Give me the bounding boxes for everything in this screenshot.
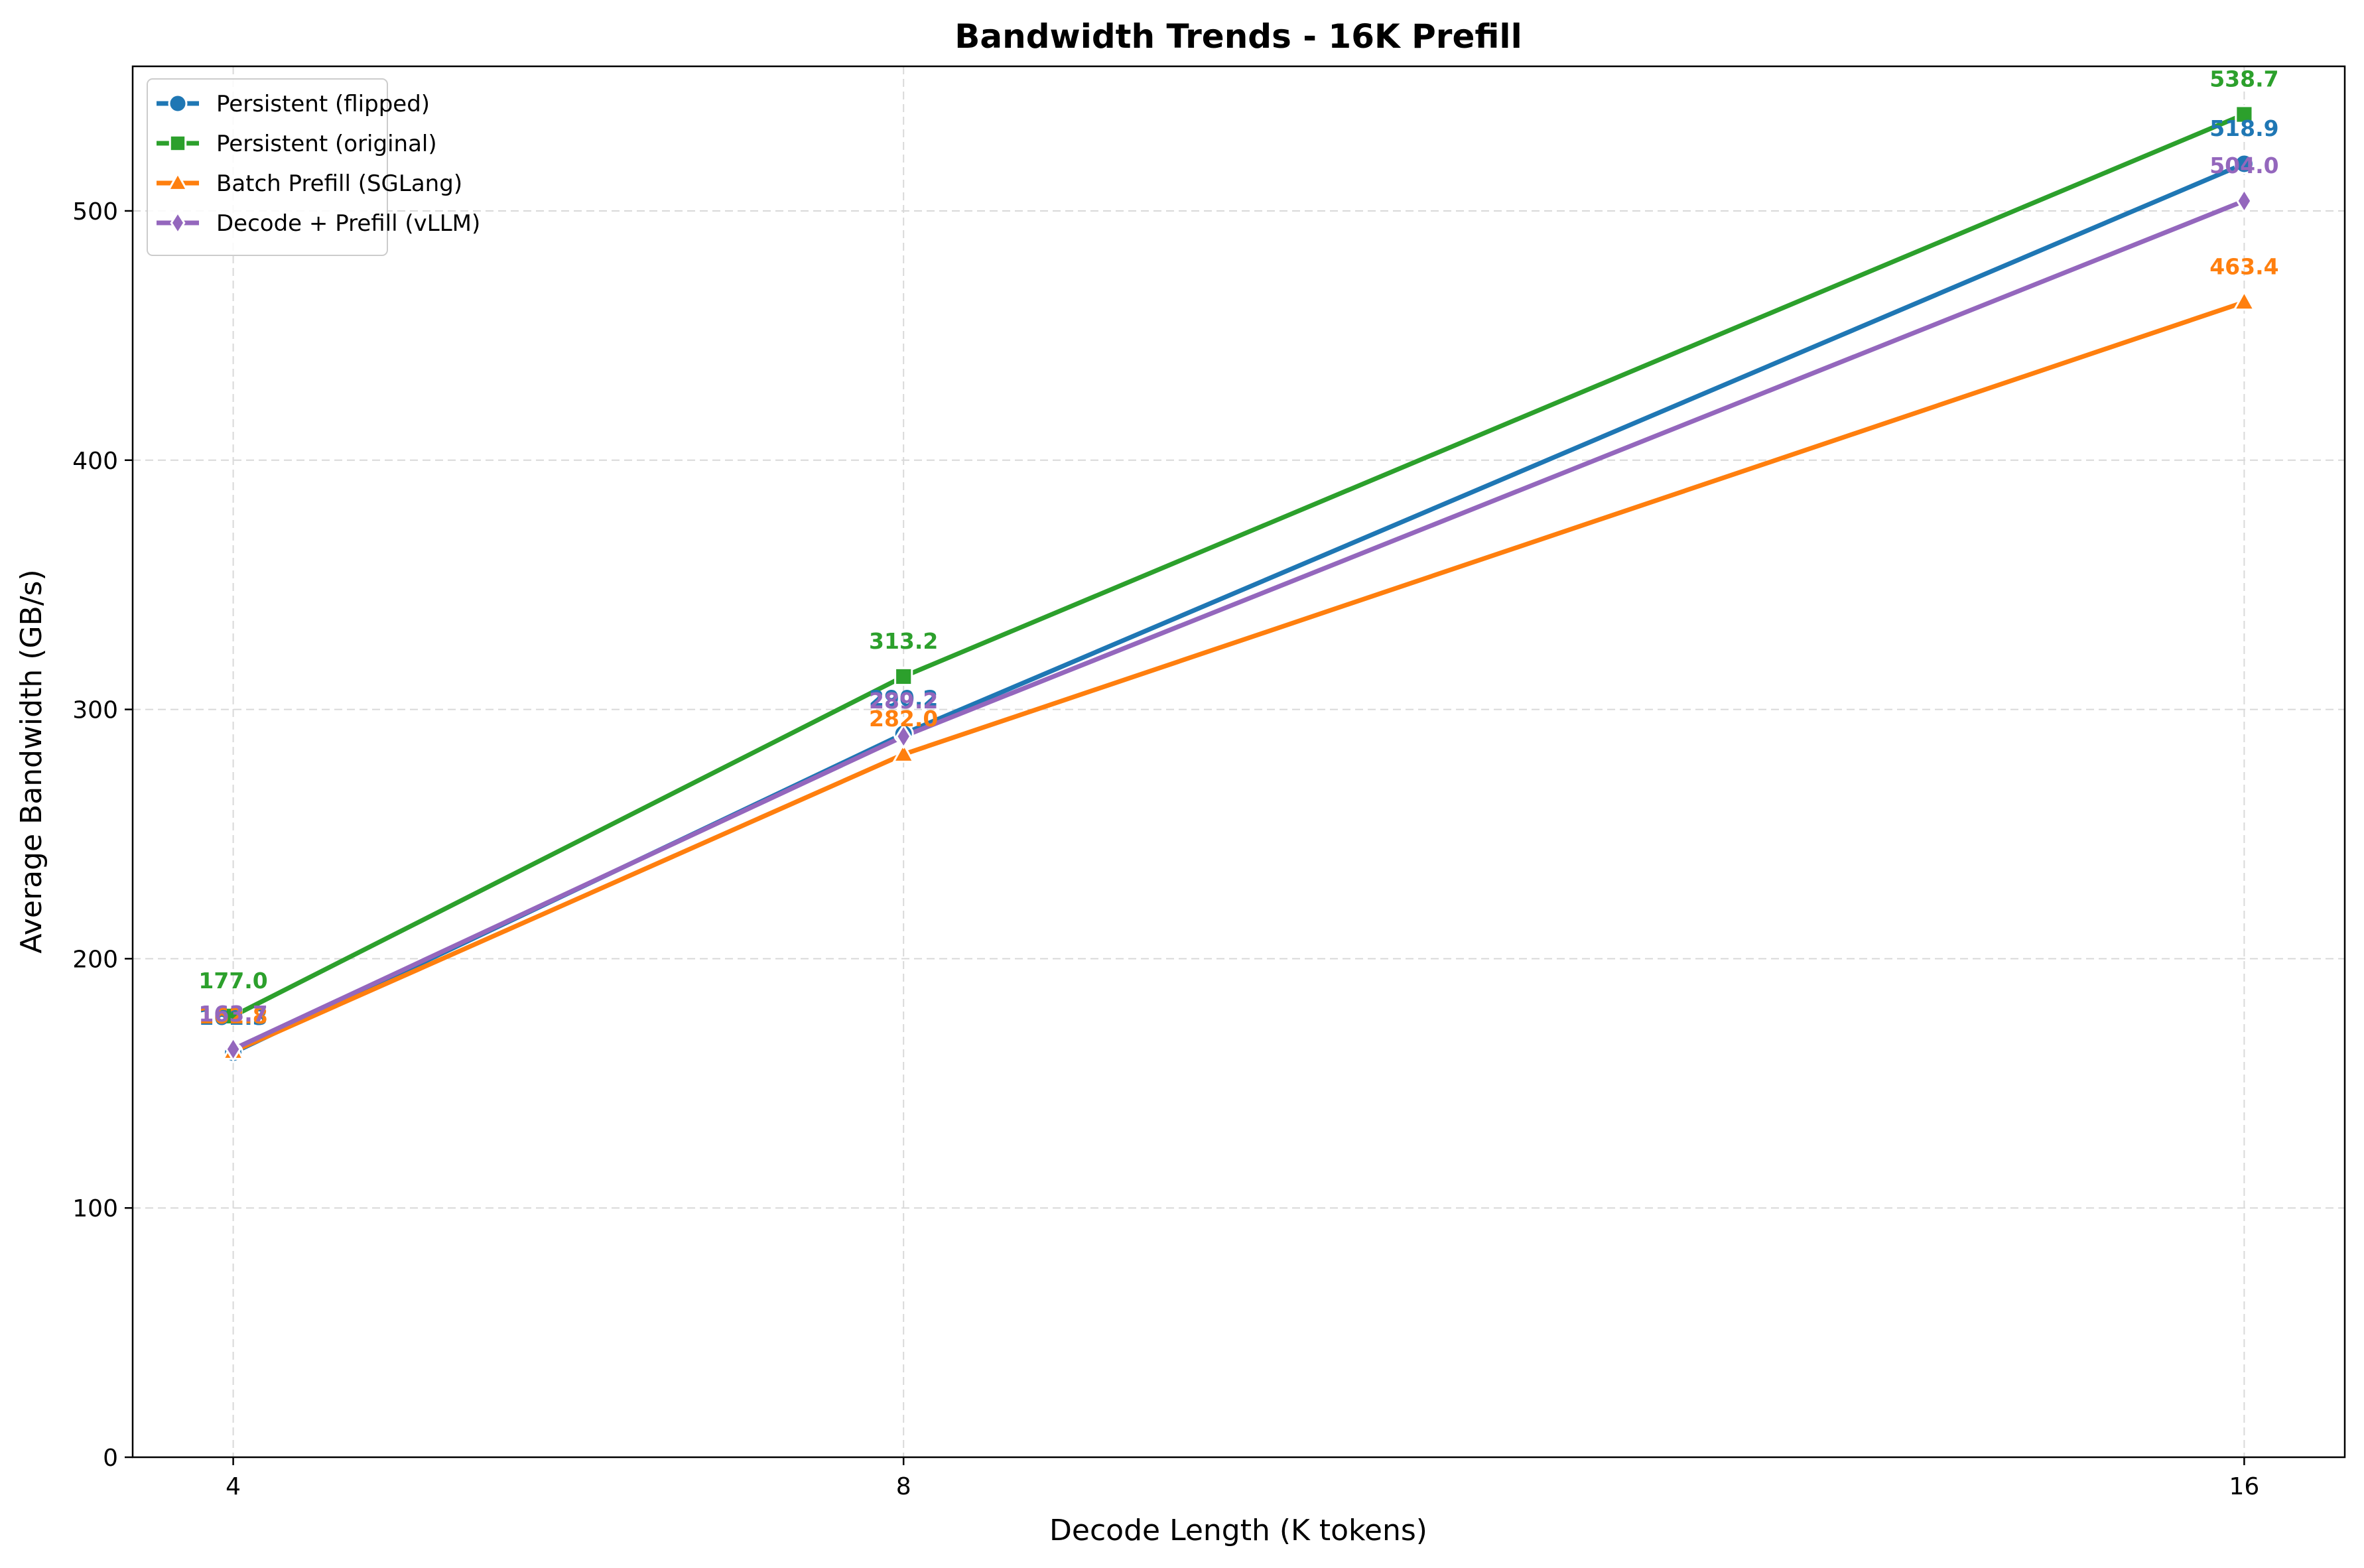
data-label: 313.2 (869, 628, 938, 654)
x-axis-ticks: 4 8 16 (226, 1457, 2259, 1500)
y-axis-ticks: 0 100 200 300 400 500 (72, 198, 133, 1472)
y-tick-label: 400 (72, 448, 118, 475)
data-label: 463.4 (2209, 254, 2278, 280)
data-point (2235, 105, 2254, 124)
y-tick-label: 500 (72, 198, 118, 226)
y-tick-label: 0 (103, 1445, 118, 1472)
legend-marker (168, 134, 187, 153)
plot-frame (131, 65, 2346, 1459)
data-label: 163.7 (198, 1001, 267, 1027)
data-point (895, 723, 912, 750)
legend-label: Batch Prefill (SGLang) (216, 170, 462, 197)
chart-title: Bandwidth Trends - 16K Prefill (954, 17, 1522, 56)
legend-marker (166, 171, 189, 191)
data-point (2233, 290, 2256, 311)
y-tick-label: 200 (72, 946, 118, 973)
data-labels: 162.3 290.2 518.9 177.0 313.2 538.7 162.8 282.0… (198, 66, 2278, 1031)
data-label: 504.0 (2209, 153, 2278, 178)
data-label: 162.3 (198, 1004, 267, 1030)
series-markers (222, 105, 2256, 1063)
y-tick-label: 100 (72, 1195, 118, 1222)
data-label: 162.8 (198, 1003, 267, 1029)
data-point (2233, 153, 2255, 174)
data-point (225, 1036, 241, 1063)
legend-marker (168, 94, 188, 113)
data-label: 290.2 (869, 685, 938, 711)
data-label: 538.7 (2209, 66, 2278, 92)
legend-box (147, 78, 388, 256)
data-point (2236, 188, 2253, 214)
x-tick-label: 4 (226, 1473, 241, 1500)
y-axis-label: Average Bandwidth (GB/s) (15, 569, 48, 953)
legend: Persistent (flipped) Persistent (original… (147, 78, 480, 256)
legend-label: Decode + Prefill (vLLM) (216, 210, 480, 237)
x-tick-label: 16 (2229, 1473, 2260, 1500)
y-tick-label: 300 (72, 697, 118, 724)
data-point (224, 1006, 243, 1025)
legend-label: Persistent (flipped) (216, 91, 430, 117)
x-tick-label: 8 (896, 1473, 911, 1500)
data-label: 282.0 (869, 706, 938, 732)
data-label: 289.2 (869, 688, 938, 714)
legend-label: Persistent (original) (216, 131, 437, 157)
legend-marker (170, 210, 186, 235)
x-axis-label: Decode Length (K tokens) (1049, 1514, 1427, 1547)
data-point (891, 742, 915, 763)
data-label: 518.9 (2209, 115, 2278, 141)
data-point (894, 667, 913, 686)
data-label: 177.0 (198, 968, 267, 994)
